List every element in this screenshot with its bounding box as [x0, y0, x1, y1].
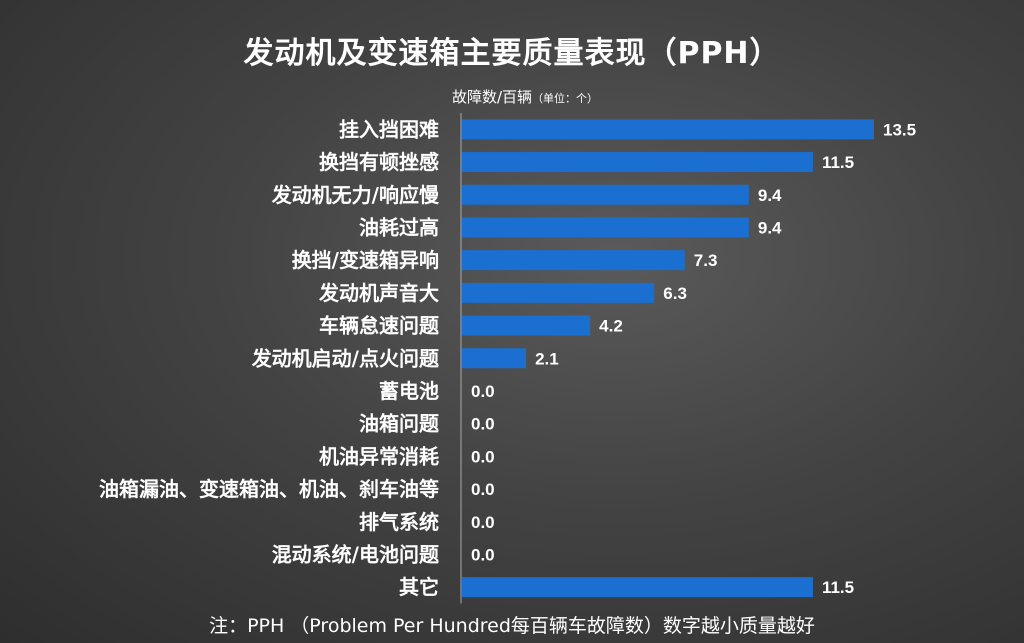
category-label: 发动机启动/点火问题	[251, 346, 440, 370]
category-label: 其它	[399, 575, 439, 599]
data-label: 2.1	[535, 349, 559, 368]
category-label: 机油异常消耗	[319, 444, 439, 468]
category-label: 油箱漏油、变速箱油、机油、刹车油等	[99, 477, 439, 501]
data-label: 13.5	[883, 120, 916, 139]
category-label: 排气系统	[359, 510, 439, 534]
data-label: 6.3	[663, 284, 687, 303]
axis-label-text: 故障数/百辆	[452, 88, 533, 106]
value-labels: 13.5 11.5 9.4 9.4 7.3 6.3 4.2 2.1 0.0 0.0 0.0 0.0 0.…	[471, 120, 916, 597]
category-labels: 挂入挡困难换挡有顿挫感发动机无力/响应慢油耗过高换挡/变速箱异响发动机声音大车辆…	[99, 117, 440, 599]
category-label: 混动系统/电池问题	[272, 542, 440, 566]
bar	[462, 348, 527, 369]
data-label: 0.0	[471, 447, 495, 466]
axis-unit-label: （单位：个）	[532, 92, 599, 105]
data-label: 11.5	[822, 153, 854, 172]
bar	[462, 282, 655, 303]
chart-title: 发动机及变速箱主要质量表现（PPH）	[243, 36, 781, 71]
category-label: 挂入挡困难	[339, 117, 439, 141]
data-label: 9.4	[758, 218, 782, 237]
category-label: 车辆怠速问题	[319, 314, 440, 338]
category-label: 发动机声音大	[318, 281, 439, 305]
bar	[462, 119, 874, 140]
bar	[462, 152, 813, 173]
data-label: 0.0	[471, 415, 495, 434]
bar	[462, 217, 749, 238]
category-label: 油耗过高	[359, 215, 439, 239]
data-label: 4.2	[599, 317, 623, 336]
footnote: 注：PPH （Problem Per Hundred每百辆车故障数）数字越小质量…	[209, 615, 815, 637]
bar	[462, 250, 685, 271]
data-label: 11.5	[822, 578, 854, 597]
category-label: 换挡有顿挫感	[319, 150, 439, 174]
category-label: 发动机无力/响应慢	[271, 183, 440, 207]
data-label: 7.3	[694, 251, 718, 270]
category-label: 油箱问题	[359, 412, 440, 436]
bar	[462, 315, 591, 336]
category-label: 换挡/变速箱异响	[292, 248, 439, 272]
data-label: 0.0	[471, 382, 495, 401]
data-label: 0.0	[471, 513, 495, 532]
bar	[462, 577, 813, 598]
data-label: 0.0	[471, 545, 495, 564]
bars	[462, 119, 874, 598]
data-label: 9.4	[758, 186, 782, 205]
category-label: 蓄电池	[379, 379, 439, 403]
bar	[462, 184, 749, 205]
data-label: 0.0	[471, 480, 495, 499]
axis-label: 故障数/百辆（单位：个）	[452, 86, 598, 107]
